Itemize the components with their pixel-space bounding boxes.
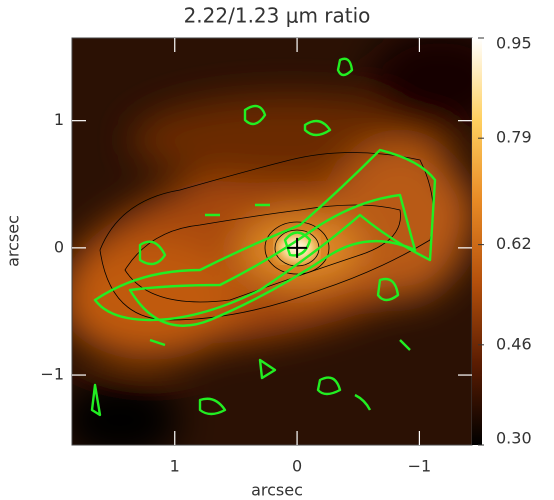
image	[72, 38, 472, 445]
x-tick-label: 0	[292, 457, 302, 476]
y-tick-label: −1	[40, 365, 64, 384]
colorbar-tick-label: 0.79	[496, 128, 532, 147]
x-axis-label: arcsec	[251, 481, 303, 500]
y-tick-label: 0	[54, 237, 64, 256]
y-axis-label: arcsec	[4, 215, 23, 267]
colorbar-tick-label: 0.95	[496, 34, 532, 53]
colorbar-tick-label: 0.30	[496, 429, 532, 448]
y-tick-label: 1	[54, 110, 64, 129]
chart-title: 2.22/1.23 μm ratio	[184, 4, 371, 28]
x-tick-label: −1	[408, 457, 432, 476]
colorbar-tick-label: 0.46	[496, 334, 532, 353]
center-marker	[287, 237, 308, 258]
colorbar-tick-label: 0.62	[496, 234, 532, 253]
x-tick-label: 1	[170, 457, 180, 476]
colorbar	[472, 38, 482, 445]
